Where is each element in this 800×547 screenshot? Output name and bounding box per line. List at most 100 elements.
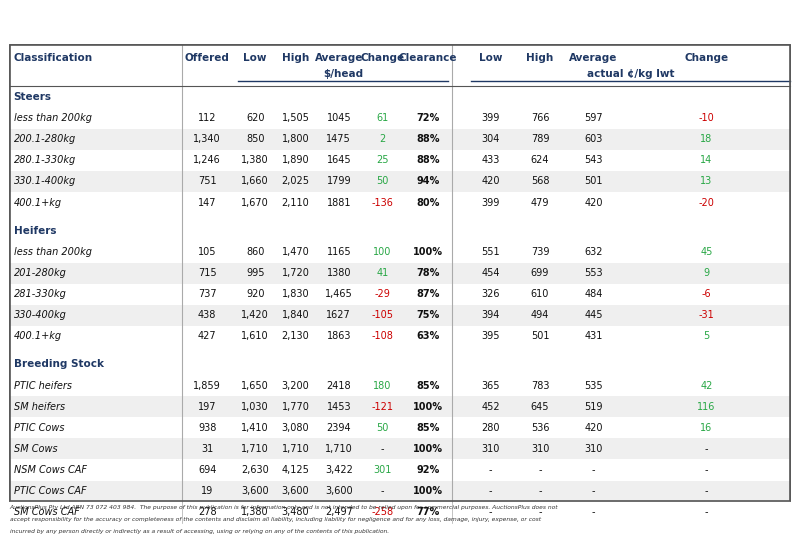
Text: 3,200: 3,200 xyxy=(282,381,310,391)
Text: 19: 19 xyxy=(201,486,214,496)
Text: Low: Low xyxy=(243,53,267,63)
Text: less than 200kg: less than 200kg xyxy=(14,247,91,257)
Text: NSM Cows CAF: NSM Cows CAF xyxy=(14,465,86,475)
Text: 3,600: 3,600 xyxy=(325,486,353,496)
Text: -: - xyxy=(705,444,708,454)
Text: 1799: 1799 xyxy=(326,177,351,187)
Text: 535: 535 xyxy=(584,381,603,391)
Text: 310: 310 xyxy=(585,444,602,454)
Text: 147: 147 xyxy=(198,197,217,207)
Text: 3,600: 3,600 xyxy=(242,486,269,496)
Text: 100%: 100% xyxy=(413,247,443,257)
Text: 536: 536 xyxy=(530,423,550,433)
Text: -: - xyxy=(538,465,542,475)
Text: 14: 14 xyxy=(700,155,713,165)
Text: 553: 553 xyxy=(584,268,603,278)
Text: -10: -10 xyxy=(698,113,714,123)
Text: 920: 920 xyxy=(246,289,265,299)
Text: 543: 543 xyxy=(584,155,603,165)
Bar xyxy=(10,438,790,459)
Text: 1,030: 1,030 xyxy=(242,402,269,412)
Bar xyxy=(10,192,790,213)
Bar xyxy=(10,347,790,353)
Bar xyxy=(10,263,790,283)
Text: 281-330kg: 281-330kg xyxy=(14,289,66,299)
Text: 87%: 87% xyxy=(416,289,440,299)
Text: 85%: 85% xyxy=(416,381,440,391)
Text: 603: 603 xyxy=(585,135,602,144)
Bar xyxy=(10,325,790,347)
Text: -: - xyxy=(592,465,595,475)
Text: 278: 278 xyxy=(198,507,217,517)
Text: 100: 100 xyxy=(374,247,391,257)
Text: 400.1+kg: 400.1+kg xyxy=(14,331,62,341)
Bar xyxy=(10,459,790,480)
Text: 452: 452 xyxy=(481,402,500,412)
Bar xyxy=(10,45,790,501)
Text: Classification: Classification xyxy=(14,53,93,63)
Text: Breeding Stock: Breeding Stock xyxy=(14,359,104,369)
Text: 50: 50 xyxy=(376,423,389,433)
Text: 454: 454 xyxy=(481,268,500,278)
Text: 1,650: 1,650 xyxy=(242,381,269,391)
Text: 694: 694 xyxy=(198,465,216,475)
Text: 2,025: 2,025 xyxy=(282,177,310,187)
Text: -: - xyxy=(592,486,595,496)
Text: 445: 445 xyxy=(584,310,603,320)
Text: 25: 25 xyxy=(376,155,389,165)
Text: Clearance: Clearance xyxy=(398,53,458,63)
Text: Average: Average xyxy=(570,53,618,63)
Bar xyxy=(10,150,790,171)
Bar xyxy=(10,502,790,522)
Text: 1,800: 1,800 xyxy=(282,135,310,144)
Text: 645: 645 xyxy=(530,402,550,412)
Text: 197: 197 xyxy=(198,402,217,412)
Text: 116: 116 xyxy=(698,402,715,412)
Text: 479: 479 xyxy=(530,197,550,207)
Text: -105: -105 xyxy=(371,310,394,320)
Text: 551: 551 xyxy=(481,247,500,257)
Text: 5: 5 xyxy=(703,331,710,341)
Text: 1475: 1475 xyxy=(326,135,351,144)
Text: 1,770: 1,770 xyxy=(282,402,310,412)
Text: Steers: Steers xyxy=(14,92,51,102)
Text: 1863: 1863 xyxy=(326,331,351,341)
Text: 1,670: 1,670 xyxy=(242,197,269,207)
Text: High: High xyxy=(526,53,554,63)
Text: 751: 751 xyxy=(198,177,217,187)
Text: 597: 597 xyxy=(584,113,603,123)
Text: 78%: 78% xyxy=(416,268,440,278)
Text: -20: -20 xyxy=(698,197,714,207)
Text: 484: 484 xyxy=(585,289,602,299)
Text: 1380: 1380 xyxy=(326,268,351,278)
Text: 501: 501 xyxy=(584,177,603,187)
Text: 310: 310 xyxy=(482,444,499,454)
Bar xyxy=(10,480,790,502)
Text: 1,830: 1,830 xyxy=(282,289,310,299)
Text: 1881: 1881 xyxy=(326,197,351,207)
Text: 41: 41 xyxy=(376,268,389,278)
Text: Average: Average xyxy=(314,53,363,63)
Text: 1,710: 1,710 xyxy=(282,444,310,454)
Text: 433: 433 xyxy=(482,155,499,165)
Text: 1,470: 1,470 xyxy=(282,247,310,257)
Text: -108: -108 xyxy=(371,331,394,341)
Text: 18: 18 xyxy=(700,135,713,144)
Text: 620: 620 xyxy=(246,113,265,123)
Text: 1,420: 1,420 xyxy=(242,310,269,320)
Text: 201-280kg: 201-280kg xyxy=(14,268,66,278)
Bar xyxy=(10,171,790,192)
Text: -: - xyxy=(381,444,384,454)
Text: 3,080: 3,080 xyxy=(282,423,310,433)
Text: 1,246: 1,246 xyxy=(194,155,221,165)
Text: 739: 739 xyxy=(530,247,550,257)
Text: 2: 2 xyxy=(379,135,386,144)
Text: 420: 420 xyxy=(481,177,500,187)
Text: 61: 61 xyxy=(376,113,389,123)
Bar xyxy=(10,213,790,219)
Text: 16: 16 xyxy=(700,423,713,433)
Text: 737: 737 xyxy=(198,289,217,299)
Text: 72%: 72% xyxy=(416,113,440,123)
Text: 365: 365 xyxy=(481,381,500,391)
Text: 200.1-280kg: 200.1-280kg xyxy=(14,135,76,144)
